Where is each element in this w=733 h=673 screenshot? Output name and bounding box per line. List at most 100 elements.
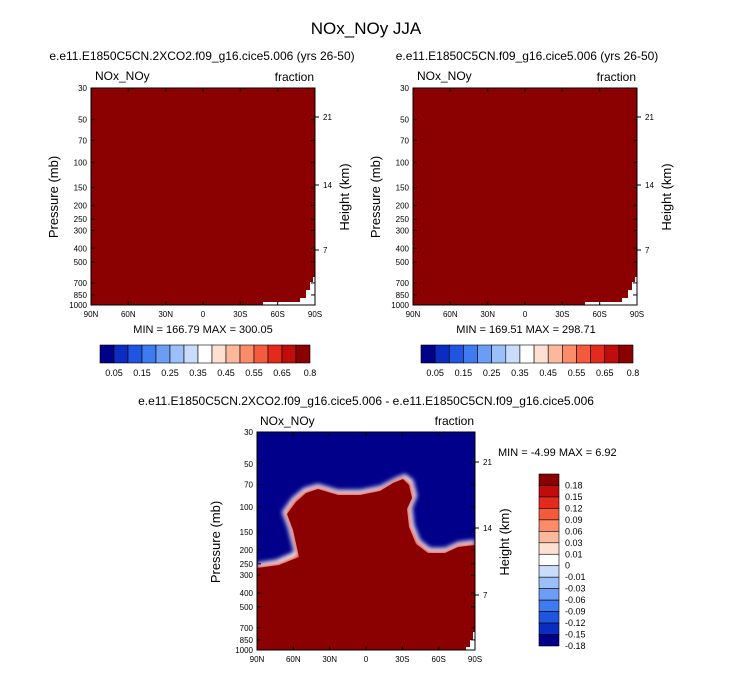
colorbar-swatch bbox=[491, 344, 507, 364]
colorbar-swatch bbox=[99, 344, 115, 364]
colorbar-swatch bbox=[562, 344, 577, 364]
colorbar-swatch bbox=[538, 634, 560, 647]
y-tick-label: 400 bbox=[74, 244, 88, 253]
colorbar-swatch bbox=[538, 622, 560, 635]
x-tick-label: 60S bbox=[432, 655, 446, 664]
colorbar-swatch bbox=[538, 588, 560, 601]
height-tick-label: 14 bbox=[483, 524, 492, 533]
x-tick-label: 30N bbox=[158, 310, 173, 319]
panel-1-stats: MIN = 166.79 MAX = 300.05 bbox=[133, 324, 272, 336]
y-tick-label: 70 bbox=[244, 481, 253, 490]
colorbar-swatch bbox=[519, 344, 535, 364]
colorbar-swatch bbox=[590, 344, 606, 364]
colorbar-swatch bbox=[538, 576, 560, 589]
y-tick-label: 250 bbox=[396, 215, 410, 224]
colorbar-label: 0.09 bbox=[565, 515, 583, 525]
colorbar-label: -0.12 bbox=[565, 618, 586, 628]
colorbar-swatch bbox=[253, 344, 269, 364]
x-tick-label: 90S bbox=[308, 310, 322, 319]
panel-3-x-ticks: 90N 60N 30N 0 30S 60S 90S bbox=[250, 432, 482, 664]
y-tick-label: 500 bbox=[240, 603, 254, 612]
height-tick-label: 21 bbox=[483, 458, 492, 467]
y-tick-label: 250 bbox=[74, 215, 88, 224]
panel-2-missing-data bbox=[585, 277, 637, 305]
panel-1-height-axis-label: Height (km) bbox=[337, 163, 352, 230]
colorbar-swatch bbox=[538, 496, 560, 509]
y-tick-label: 150 bbox=[74, 184, 88, 193]
height-tick-label: 7 bbox=[645, 246, 650, 255]
colorbar-label: 0.8 bbox=[627, 368, 640, 378]
colorbar-swatch bbox=[225, 344, 241, 364]
y-tick-label: 100 bbox=[396, 159, 410, 168]
height-tick-label: 21 bbox=[645, 113, 654, 122]
colorbar-label: -0.03 bbox=[565, 584, 586, 594]
colorbar-swatch bbox=[538, 599, 560, 612]
colorbar-label: 0.25 bbox=[161, 368, 179, 378]
colorbar-swatch bbox=[127, 344, 143, 364]
y-tick-label: 30 bbox=[400, 84, 409, 93]
colorbar-swatch bbox=[576, 344, 591, 364]
y-tick-label: 400 bbox=[240, 589, 254, 598]
panel-2-title: e.e11.E1850C5CN.f09_g16.cice5.006 (yrs 2… bbox=[396, 49, 659, 63]
colorbar-label: 0.12 bbox=[565, 503, 583, 513]
colorbar-label: 0.15 bbox=[133, 368, 151, 378]
colorbar-swatch bbox=[463, 344, 478, 364]
colorbar-label: 0.25 bbox=[483, 368, 501, 378]
colorbar-swatch bbox=[155, 344, 171, 364]
y-tick-label: 200 bbox=[240, 546, 254, 555]
colorbar-label: 0 bbox=[565, 561, 570, 571]
panel-1: e.e11.E1850C5CN.2XCO2.f09_g16.cice5.006 … bbox=[46, 49, 355, 378]
y-tick-label: 150 bbox=[240, 528, 254, 537]
panel-2: e.e11.E1850C5CN.f09_g16.cice5.006 (yrs 2… bbox=[368, 49, 674, 378]
y-tick-label: 1000 bbox=[69, 301, 87, 310]
panel-3-y-axis-label: Pressure (mb) bbox=[208, 501, 223, 583]
panel-2-colorbar: 0.05 0.15 0.25 0.35 0.45 0.55 0.65 0.8 bbox=[420, 344, 640, 378]
x-tick-label: 90N bbox=[84, 310, 99, 319]
colorbar-swatch bbox=[604, 344, 620, 364]
y-tick-label: 100 bbox=[74, 159, 88, 168]
colorbar-label: 0.35 bbox=[511, 368, 529, 378]
x-tick-label: 60N bbox=[443, 310, 458, 319]
x-tick-label: 60S bbox=[271, 310, 285, 319]
colorbar-swatch bbox=[448, 344, 464, 364]
panel-2-height-ticks: 21 14 7 bbox=[637, 113, 654, 255]
y-tick-label: 200 bbox=[74, 201, 88, 210]
y-tick-label: 850 bbox=[396, 291, 410, 300]
panel-1-height-ticks: 21 14 7 bbox=[315, 113, 332, 255]
x-tick-label: 60N bbox=[121, 310, 136, 319]
colorbar-label: -0.01 bbox=[565, 572, 586, 582]
colorbar-swatch bbox=[547, 344, 563, 364]
colorbar-swatch bbox=[538, 565, 560, 578]
colorbar-swatch bbox=[211, 344, 227, 364]
colorbar-swatch bbox=[169, 344, 185, 364]
y-tick-label: 500 bbox=[396, 258, 410, 267]
panel-1-y-axis-label: Pressure (mb) bbox=[46, 156, 61, 238]
x-tick-label: 0 bbox=[523, 310, 528, 319]
x-tick-label: 60S bbox=[593, 310, 607, 319]
colorbar-swatch bbox=[538, 473, 560, 486]
height-tick-label: 21 bbox=[323, 113, 332, 122]
y-tick-label: 150 bbox=[396, 184, 410, 193]
colorbar-swatch bbox=[113, 344, 129, 364]
y-tick-label: 50 bbox=[244, 460, 253, 469]
x-tick-label: 30S bbox=[555, 310, 569, 319]
colorbar-label: 0.03 bbox=[565, 538, 583, 548]
x-tick-label: 30N bbox=[480, 310, 495, 319]
colorbar-label: 0.35 bbox=[189, 368, 207, 378]
y-tick-label: 300 bbox=[74, 226, 88, 235]
colorbar-label: 0.05 bbox=[426, 368, 444, 378]
colorbar-swatch bbox=[281, 344, 297, 364]
colorbar-label: -0.06 bbox=[565, 595, 586, 605]
panel-2-y-axis-label: Pressure (mb) bbox=[368, 156, 383, 238]
x-tick-label: 0 bbox=[201, 310, 206, 319]
colorbar-swatch bbox=[239, 344, 255, 364]
colorbar-swatch bbox=[538, 508, 560, 521]
colorbar-swatch bbox=[420, 344, 436, 364]
panel-1-x-ticks: 90N 60N 30N 0 30S 60S 90S bbox=[84, 88, 322, 319]
colorbar-swatch bbox=[477, 344, 492, 364]
colorbar-label: 0.05 bbox=[105, 368, 123, 378]
colorbar-swatch bbox=[267, 344, 283, 364]
colorbar-label: 0.45 bbox=[539, 368, 557, 378]
